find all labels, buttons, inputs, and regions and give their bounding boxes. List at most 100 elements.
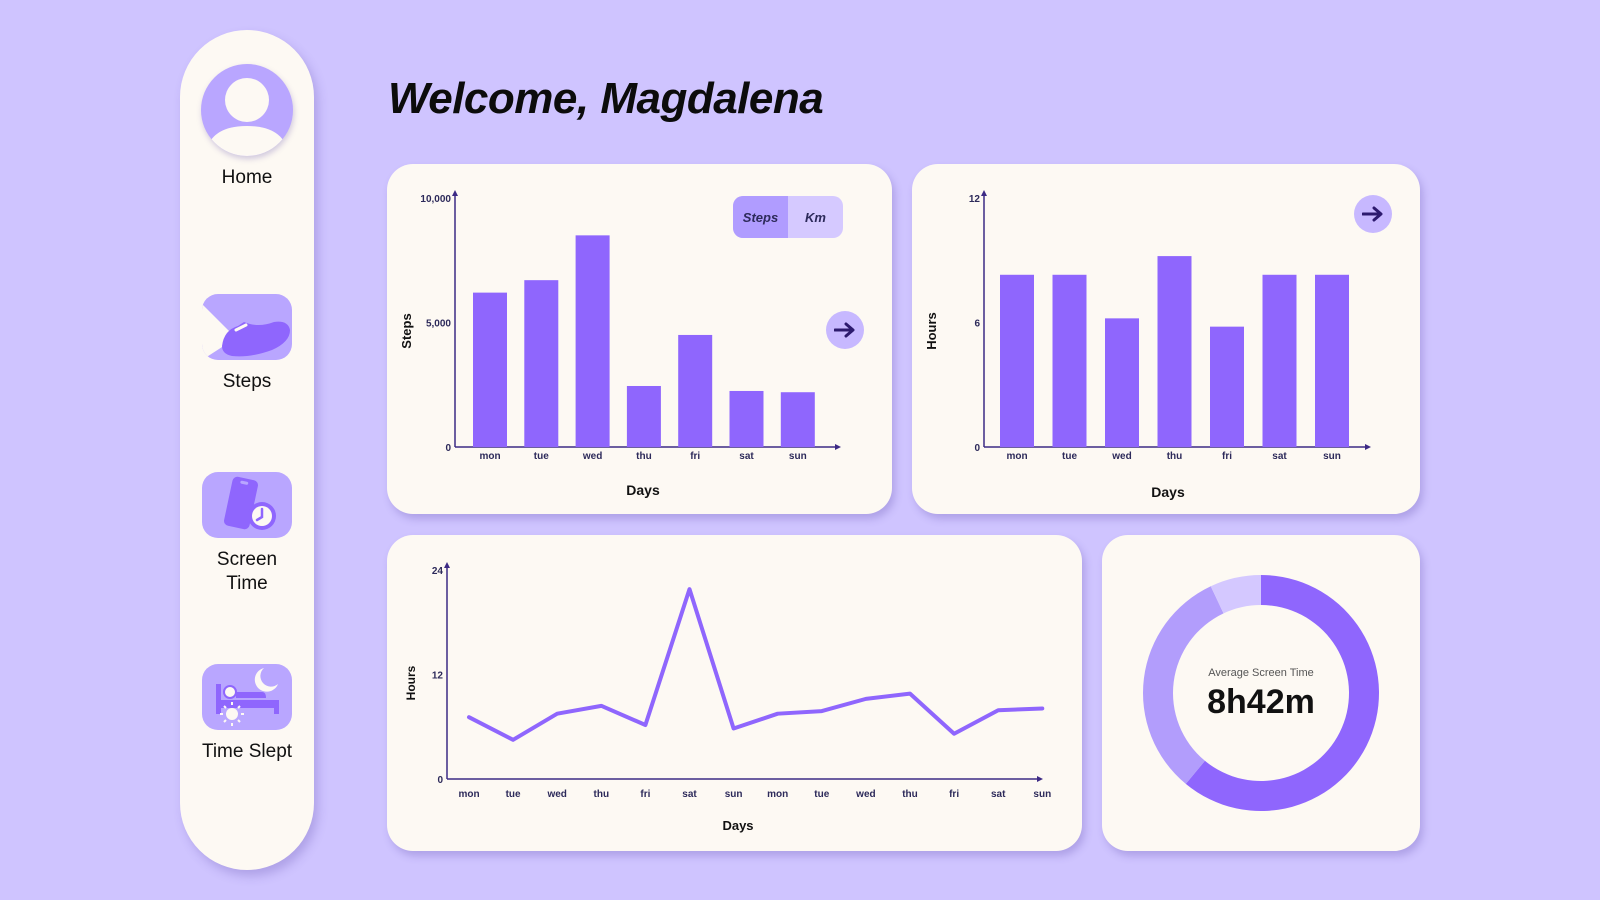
x-tick-label: sun xyxy=(725,789,743,800)
x-tick-label: sun xyxy=(1033,789,1051,800)
steps-toggle-option[interactable]: Steps xyxy=(733,196,788,238)
x-tick-label: tue xyxy=(814,789,829,800)
x-tick-label: fri xyxy=(949,789,959,800)
x-tick-label: tue xyxy=(1062,451,1077,462)
bar xyxy=(575,235,610,447)
x-tick-label: sat xyxy=(1272,451,1287,462)
line-point xyxy=(555,712,559,716)
line-point xyxy=(820,709,824,713)
y-tick-label: 12 xyxy=(969,194,981,205)
donut-value: 8h42m xyxy=(1207,683,1315,721)
y-tick-label: 12 xyxy=(432,671,444,682)
x-tick-label: fri xyxy=(640,789,650,800)
y-axis-arrow xyxy=(452,190,458,196)
x-axis-title: Days xyxy=(626,482,660,498)
x-tick-label: mon xyxy=(767,789,788,800)
x-axis-title: Days xyxy=(1151,484,1185,500)
line-point xyxy=(996,708,1000,712)
x-tick-label: fri xyxy=(1222,451,1232,462)
y-axis-title: Hours xyxy=(924,312,939,350)
arrow-right-icon xyxy=(1362,206,1383,222)
line-point xyxy=(511,738,515,742)
x-axis-arrow xyxy=(835,444,841,450)
y-tick-label: 0 xyxy=(445,443,451,454)
line-point xyxy=(776,712,780,716)
average-screen-time-card: Average Screen Time 8h42m xyxy=(1102,535,1420,851)
y-axis-title: Steps xyxy=(399,313,414,348)
donut-slice xyxy=(1210,575,1261,614)
sleep-bar-chart: 0 6 12 mon tue wed thu fri sat sun Days Hours xyxy=(924,190,1371,500)
line-point xyxy=(732,726,736,730)
sidebar-item-time-slept[interactable]: Time Slept xyxy=(180,664,314,764)
km-toggle-option[interactable]: Km xyxy=(805,209,826,225)
steps-chart-card: 0 5,000 10,000 mon tue wed thu fri sat sun Days S… xyxy=(387,164,892,514)
line-point xyxy=(908,692,912,696)
bar xyxy=(473,292,507,447)
x-tick-label: wed xyxy=(855,789,875,800)
donut-slice xyxy=(1185,575,1379,811)
steps-km-toggle: Steps Km xyxy=(733,196,843,238)
bar xyxy=(1262,274,1297,447)
sidebar-item-label: Home xyxy=(221,167,273,188)
x-tick-label: sun xyxy=(1323,451,1341,462)
line-point xyxy=(864,697,868,701)
bar xyxy=(626,385,661,447)
y-tick-label: 10,000 xyxy=(420,194,451,205)
sidebar-item-steps[interactable]: Steps xyxy=(180,294,314,394)
x-tick-label: wed xyxy=(546,789,566,800)
screen-time-donut-chart xyxy=(1143,575,1379,811)
y-tick-label: 5,000 xyxy=(426,319,451,330)
y-axis-arrow xyxy=(444,562,450,568)
y-tick-label: 0 xyxy=(437,775,443,786)
page-title: Welcome, Magdalena xyxy=(388,74,824,123)
shoe-icon xyxy=(202,294,292,360)
bar xyxy=(524,280,559,447)
steps-details-button[interactable] xyxy=(826,311,864,349)
bar xyxy=(1000,274,1034,447)
y-tick-label: 6 xyxy=(974,319,980,330)
y-axis-title: Hours xyxy=(404,665,418,700)
x-tick-label: thu xyxy=(1167,451,1183,462)
line-point xyxy=(643,723,647,727)
series-line xyxy=(467,587,1045,742)
bed-moon-icon xyxy=(202,664,292,730)
x-axis-arrow xyxy=(1365,444,1371,450)
bar xyxy=(780,392,815,447)
x-tick-label: thu xyxy=(902,789,918,800)
sidebar-item-label: Time Slept xyxy=(201,741,293,762)
x-tick-label: wed xyxy=(582,451,602,462)
x-axis-arrow xyxy=(1037,776,1043,782)
bar xyxy=(729,390,764,447)
bar xyxy=(1157,256,1192,447)
steps-bar-chart: 0 5,000 10,000 mon tue wed thu fri sat sun Days S… xyxy=(399,190,841,498)
x-tick-label: tue xyxy=(534,451,549,462)
sleep-chart-card: 0 6 12 mon tue wed thu fri sat sun Days Hours xyxy=(912,164,1420,514)
sidebar-item-label: Steps xyxy=(222,371,272,392)
y-tick-label: 24 xyxy=(432,566,444,577)
line-point xyxy=(467,715,471,719)
x-tick-label: sat xyxy=(682,789,697,800)
sleep-details-button[interactable] xyxy=(1354,195,1392,233)
x-tick-label: sun xyxy=(789,451,807,462)
bar xyxy=(678,334,713,447)
line-point xyxy=(952,732,956,736)
sidebar-item-home[interactable]: Home xyxy=(180,64,314,190)
sidebar-item-screen-time[interactable]: Screen Time xyxy=(180,472,314,596)
y-axis-arrow xyxy=(981,190,987,196)
x-tick-label: wed xyxy=(1111,451,1131,462)
phone-clock-icon xyxy=(202,472,292,538)
x-tick-label: fri xyxy=(690,451,700,462)
line-point xyxy=(599,704,603,708)
x-tick-label: sat xyxy=(739,451,754,462)
bar xyxy=(1052,274,1087,447)
bar xyxy=(1315,274,1349,447)
y-tick-label: 0 xyxy=(974,443,980,454)
donut-slice xyxy=(1143,586,1224,784)
line-point xyxy=(1040,706,1044,710)
bar xyxy=(1105,318,1139,447)
sidebar-item-label: Screen Time xyxy=(216,549,278,594)
x-tick-label: thu xyxy=(594,789,610,800)
x-axis-title: Days xyxy=(722,818,753,833)
screen-time-line-chart: 0 12 24 mon tue wed thu fri sat sun mon tue wed thu fr… xyxy=(404,562,1051,833)
x-tick-label: mon xyxy=(458,789,479,800)
